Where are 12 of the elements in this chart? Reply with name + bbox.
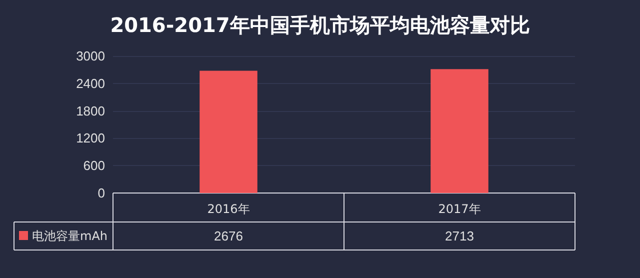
x-tick-label: 2017年 xyxy=(438,202,481,216)
y-tick-label: 600 xyxy=(83,158,105,174)
y-tick-label: 2400 xyxy=(76,76,105,91)
legend-label: 电池容量mAh xyxy=(32,229,108,243)
data-label: 2676 xyxy=(214,228,243,244)
y-tick-label: 1800 xyxy=(76,103,105,118)
y-tick-label: 0 xyxy=(98,186,105,200)
y-tick-label: 3000 xyxy=(76,48,105,64)
chart-title: 2016-2017年中国手机市场平均电池容量对比 xyxy=(110,13,530,37)
y-tick-label: 1200 xyxy=(76,130,105,146)
x-tick-label: 2016年 xyxy=(207,202,250,216)
data-label: 2713 xyxy=(445,228,474,244)
